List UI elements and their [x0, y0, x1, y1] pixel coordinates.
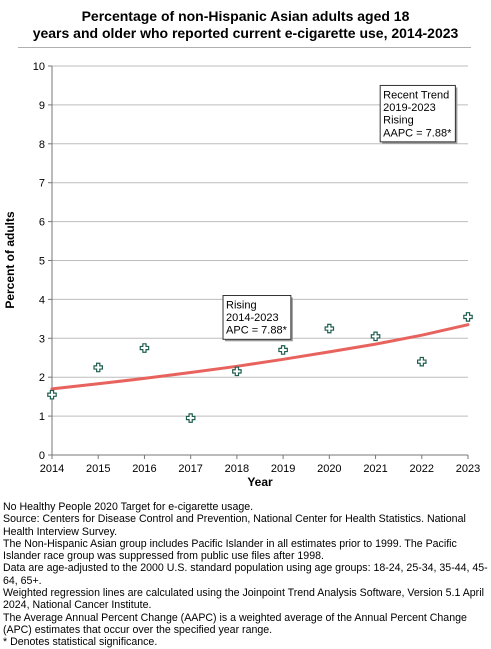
- x-tick-label: 2015: [86, 463, 110, 475]
- scatter-plot: 2014 2015 2016 2017 2018 2019 2020 2021 2022 2023…: [3, 61, 480, 489]
- x-tick-label: 2023: [456, 463, 480, 475]
- x-tick-label: 2014: [40, 463, 64, 475]
- data-point-2019: [278, 345, 288, 355]
- annotation-1-line-3: Rising: [383, 115, 414, 127]
- data-point-2014: [47, 389, 57, 400]
- footnotes: No Healthy People 2020 Target for e-ciga…: [3, 501, 489, 649]
- data-point-2020: [324, 323, 335, 334]
- y-tick-label: 10: [33, 61, 45, 73]
- x-axis-label: Year: [247, 475, 273, 489]
- x-tick-label: 2017: [178, 463, 202, 475]
- y-tick-label: 3: [39, 333, 45, 345]
- x-tick-label: 2019: [271, 463, 295, 475]
- trend-line-group: [50, 323, 470, 391]
- x-tick-label: 2018: [225, 463, 249, 475]
- data-point-2021: [370, 331, 381, 342]
- y-tick-label: 6: [39, 217, 45, 229]
- footnote-line: The Average Annual Percent Change (AAPC)…: [3, 611, 467, 636]
- y-tick-label: 9: [39, 100, 45, 112]
- x-tick-label: 2021: [363, 463, 387, 475]
- chart-title-line-1: Percentage of non-Hispanic Asian adults …: [81, 8, 410, 24]
- y-tick-label: 1: [39, 411, 45, 423]
- annotation-1-line-2: 2019-2023: [383, 102, 436, 114]
- data-point-2022: [416, 356, 427, 367]
- x-tick-label: 2016: [132, 463, 156, 475]
- data-point-2017: [185, 413, 196, 423]
- title-divider: [18, 47, 471, 48]
- annotation-2-box: [222, 295, 292, 340]
- annotation-2-line-3: APC = 7.88*: [226, 325, 288, 337]
- y-tick-label: 7: [39, 178, 45, 190]
- annotation-2-line-1: Rising: [226, 300, 257, 312]
- chart-title-line-2: years and older who reported current e-c…: [32, 25, 459, 41]
- data-point-2015: [93, 362, 104, 373]
- data-point-2018: [232, 366, 242, 377]
- chart-title: Percentage of non-Hispanic Asian adults …: [0, 8, 491, 42]
- footnote-line: Data are age-adjusted to the 2000 U.S. s…: [3, 562, 488, 587]
- footnote-line: The Non-Hispanic Asian group includes Pa…: [3, 537, 457, 563]
- footnote-line: Source: Centers for Disease Control and …: [3, 513, 466, 538]
- footnote-line: No Healthy People 2020 Target for e-ciga…: [3, 501, 254, 513]
- annotation-2-line-2: 2014-2023: [226, 312, 279, 324]
- x-tick-labels: 2014 2015 2016 2017 2018 2019 2020 2021 2022 2023: [40, 463, 480, 475]
- footnote-line: * Denotes statistical significance.: [3, 636, 158, 649]
- y-tick-labels: 0 1 2 3 4 5 6 7 8 9 10: [33, 61, 45, 462]
- data-points: [47, 312, 473, 423]
- y-tick-label: 4: [39, 294, 45, 306]
- x-tick-label: 2022: [410, 463, 434, 475]
- data-point-2023: [463, 312, 473, 322]
- y-tick-label: 5: [39, 256, 45, 268]
- y-axis-label: Percent of adults: [3, 211, 17, 309]
- footnote-line: Weighted regression lines are calculated…: [3, 587, 484, 612]
- annotation-1-box: [379, 84, 456, 143]
- y-tick-label: 8: [39, 139, 45, 151]
- annotation-1-line-4: AAPC = 7.88*: [383, 127, 452, 139]
- annotation-1-line-1: Recent Trend: [383, 89, 449, 101]
- y-tick-label: 0: [39, 450, 45, 462]
- y-tick-label: 2: [39, 372, 45, 384]
- data-point-2016: [139, 343, 150, 353]
- trend-line: [50, 323, 470, 391]
- x-tick-label: 2020: [317, 463, 341, 475]
